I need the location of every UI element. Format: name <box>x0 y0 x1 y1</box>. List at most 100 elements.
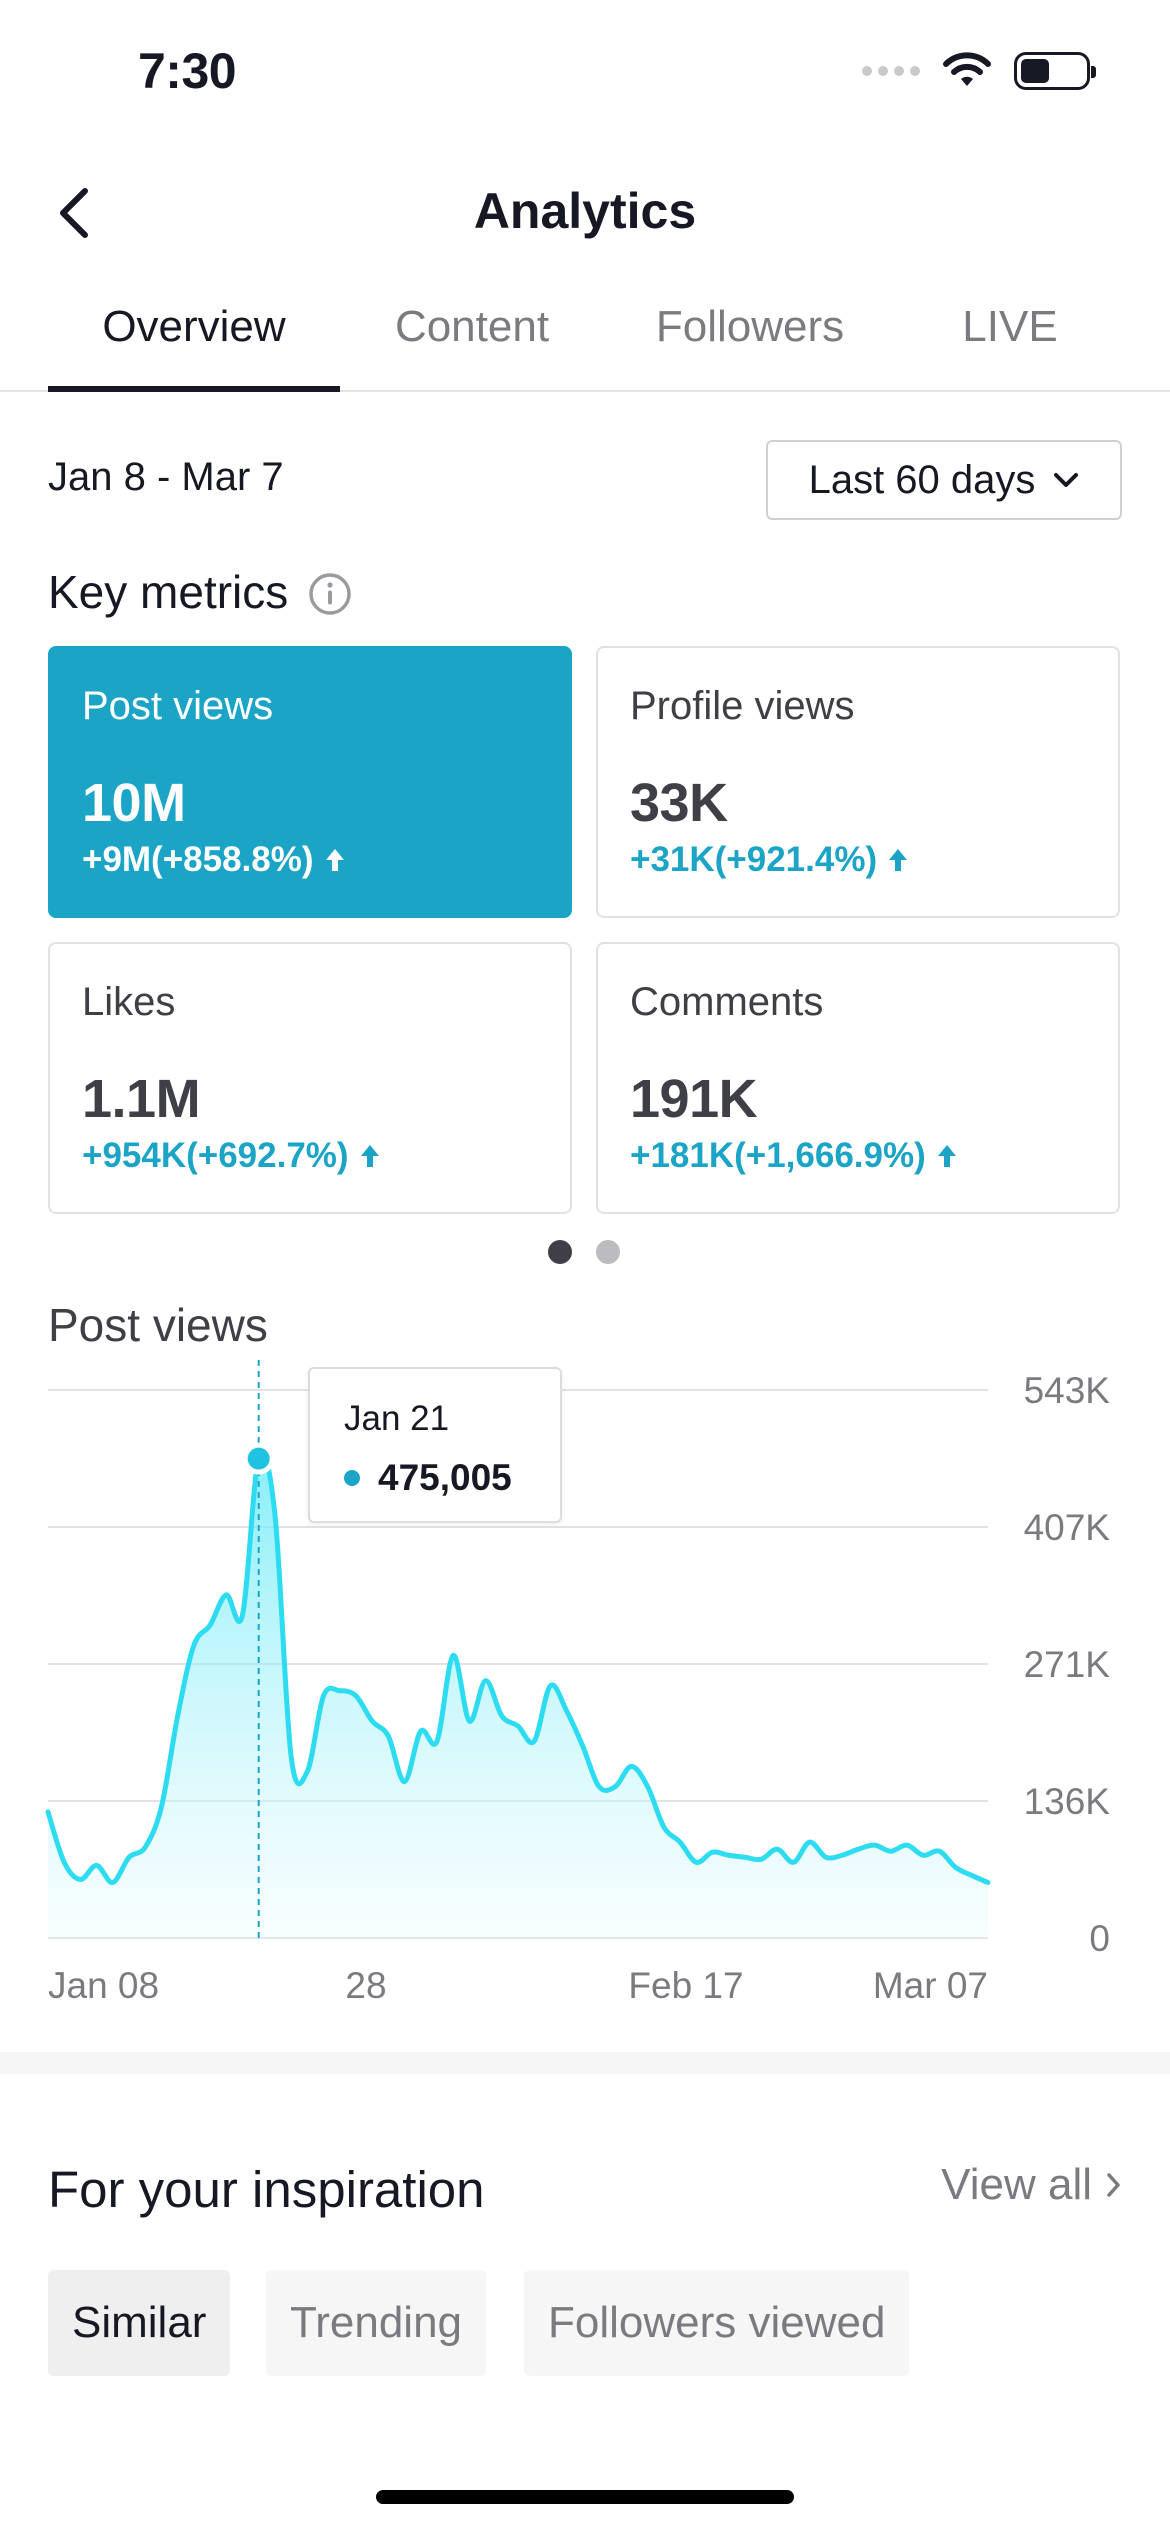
data-point <box>564 1708 570 1714</box>
data-point <box>904 1842 910 1848</box>
metric-change: +9M(+858.8%) <box>82 840 346 880</box>
x-tick-label: Feb 17 <box>628 1965 743 2006</box>
metric-change-text: +181K(+1,666.9%) <box>630 1136 926 1175</box>
y-tick-label: 407K <box>1024 1507 1111 1548</box>
tab-bar: Overview Content Followers LIVE <box>0 290 1170 392</box>
y-tick-label: 0 <box>1089 1918 1110 1959</box>
data-point <box>888 1848 894 1854</box>
tab-followers[interactable]: Followers <box>655 302 845 351</box>
data-point <box>45 1809 51 1815</box>
data-point <box>677 1839 683 1845</box>
view-all-link[interactable]: View all <box>941 2160 1122 2210</box>
date-range-dropdown[interactable]: Last 60 days <box>766 440 1122 520</box>
data-point <box>531 1738 537 1744</box>
tooltip-date: Jan 21 <box>344 1399 450 1438</box>
data-point <box>207 1622 213 1628</box>
metric-change-text: +31K(+921.4%) <box>630 840 878 879</box>
series-line <box>45 1450 991 1885</box>
metric-label: Profile views <box>630 684 855 728</box>
chip-similar[interactable]: Similar <box>48 2270 231 2376</box>
status-bar: 7:30 <box>0 0 1170 150</box>
metric-card-profile-views[interactable]: Profile views 33K +31K(+921.4%) <box>596 646 1120 918</box>
metric-value: 191K <box>630 1069 758 1129</box>
data-point <box>807 1839 813 1845</box>
inspiration-title: For your inspiration <box>48 2161 485 2218</box>
data-point <box>61 1859 67 1865</box>
metric-card-comments[interactable]: Comments 191K +181K(+1,666.9%) <box>596 942 1120 1214</box>
tab-live[interactable]: LIVE <box>962 302 1058 351</box>
series-area <box>48 1453 988 1938</box>
back-button[interactable] <box>40 178 110 248</box>
metric-change: +954K(+692.7%) <box>82 1136 381 1176</box>
metric-change: +31K(+921.4%) <box>630 840 909 880</box>
data-point <box>434 1738 440 1744</box>
arrow-up-icon <box>889 849 908 871</box>
metric-change-text: +954K(+692.7%) <box>82 1136 349 1175</box>
info-icon[interactable] <box>308 572 352 616</box>
chip-trending[interactable]: Trending <box>266 2270 487 2376</box>
chevron-left-icon <box>60 188 88 238</box>
data-point <box>142 1844 148 1850</box>
data-point <box>742 1854 748 1860</box>
chip-followers-viewed[interactable]: Followers viewed <box>524 2270 910 2376</box>
data-point <box>855 1846 861 1852</box>
data-point <box>77 1876 83 1882</box>
date-range-label: Jan 8 - Mar 7 <box>48 455 284 499</box>
metric-value: 33K <box>630 773 728 833</box>
data-point <box>191 1642 197 1648</box>
home-indicator[interactable] <box>376 2490 794 2504</box>
data-point <box>920 1852 926 1858</box>
chevron-right-icon <box>1107 2173 1120 2197</box>
status-icons <box>862 52 1096 90</box>
data-point <box>304 1768 310 1774</box>
data-point <box>661 1824 667 1830</box>
data-point <box>953 1864 959 1870</box>
metric-change: +181K(+1,666.9%) <box>630 1136 958 1176</box>
data-point <box>272 1511 278 1517</box>
metric-label: Likes <box>82 980 176 1024</box>
page-title: Analytics <box>473 183 697 239</box>
data-point <box>223 1592 229 1598</box>
battery-icon <box>1014 52 1096 90</box>
arrow-up-icon <box>360 1145 379 1167</box>
metrics-pager <box>548 1240 620 1264</box>
data-point <box>774 1846 780 1852</box>
data-point <box>985 1879 991 1885</box>
header: Analytics <box>0 160 1170 270</box>
data-point <box>483 1678 489 1684</box>
chevron-down-icon <box>1054 473 1079 487</box>
metric-label: Comments <box>630 980 824 1024</box>
chart-title: Post views <box>48 1299 268 1351</box>
data-point <box>969 1872 975 1878</box>
data-point <box>499 1713 505 1719</box>
tab-overview[interactable]: Overview <box>102 302 286 351</box>
metric-card-likes[interactable]: Likes 1.1M +954K(+692.7%) <box>48 942 572 1214</box>
metric-value: 1.1M <box>82 1069 201 1129</box>
data-point <box>94 1862 100 1868</box>
y-tick-label: 136K <box>1024 1781 1111 1822</box>
x-tick-label: Jan 08 <box>48 1965 159 2006</box>
section-divider <box>0 2052 1170 2074</box>
pager-dot-1[interactable] <box>548 1240 572 1264</box>
y-tick-label: 543K <box>1024 1370 1111 1411</box>
chart-tooltip: Jan 21 475,005 <box>308 1367 562 1523</box>
data-point <box>418 1728 424 1734</box>
data-point <box>872 1842 878 1848</box>
key-metrics-title: Key metrics <box>48 566 289 618</box>
data-point <box>175 1713 181 1719</box>
tab-content[interactable]: Content <box>394 302 550 351</box>
metric-card-post-views[interactable]: Post views 10M +9M(+858.8%) <box>48 646 572 918</box>
post-views-chart[interactable]: 543K 407K 271K 136K 0 Jan 08 28 Feb 17 Mar 07 <box>0 1360 1170 2020</box>
data-point <box>385 1733 391 1739</box>
data-point <box>321 1693 327 1699</box>
tooltip-value: 475,005 <box>344 1457 512 1499</box>
x-tick-label: Mar 07 <box>873 1965 988 2006</box>
data-point <box>936 1848 942 1854</box>
arrow-up-icon <box>325 849 344 871</box>
tooltip-value-text: 475,005 <box>378 1457 512 1498</box>
data-point <box>337 1688 343 1694</box>
data-point <box>612 1784 618 1790</box>
pager-dot-2[interactable] <box>596 1240 620 1264</box>
data-point <box>158 1804 164 1810</box>
arrow-up-icon <box>937 1145 956 1167</box>
